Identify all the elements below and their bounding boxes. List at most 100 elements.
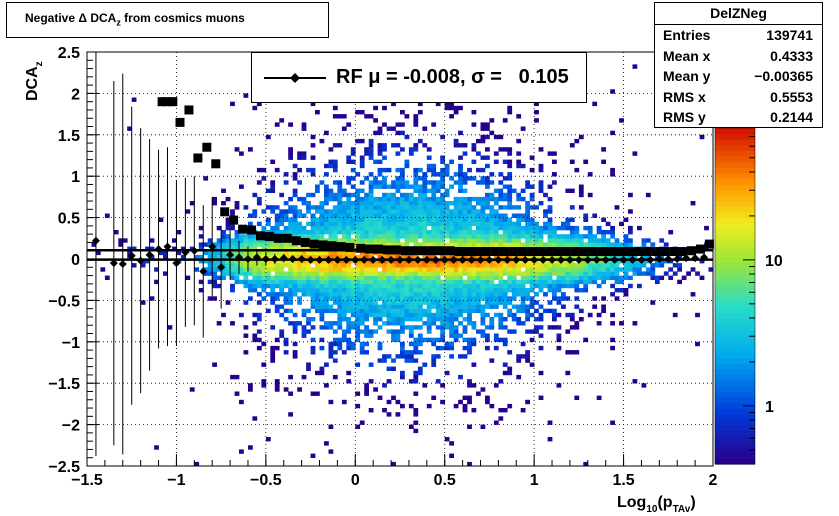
- heat-cell: [596, 267, 602, 272]
- heat-cell: [538, 304, 544, 309]
- heat-cell: [601, 254, 606, 260]
- heat-cell: [440, 155, 445, 160]
- heat-cell: [645, 267, 651, 272]
- heat-cell: [400, 296, 405, 301]
- heat-cell: [306, 288, 311, 293]
- heat-cell: [417, 279, 423, 285]
- heat-cell: [207, 263, 213, 268]
- heat-cell: [502, 263, 508, 268]
- colorbar-swatch: [715, 380, 755, 387]
- heat-cell: [552, 225, 557, 231]
- heat-cell: [332, 114, 338, 119]
- heat-cell: [400, 122, 405, 127]
- heat-cell: [458, 217, 463, 222]
- heat-cell: [449, 288, 454, 293]
- heat-cell: [400, 254, 405, 260]
- heat-cell: [328, 283, 334, 289]
- heat-cell: [324, 308, 329, 314]
- heat-cell: [431, 209, 437, 214]
- heat-cell: [377, 288, 383, 293]
- heat-cell: [248, 263, 253, 268]
- heat-cell: [306, 201, 311, 206]
- heat-cell: [265, 292, 271, 297]
- heat-cell: [695, 312, 700, 318]
- heat-cell: [319, 213, 325, 218]
- heat-cell: [391, 230, 396, 235]
- heat-cell: [529, 242, 535, 247]
- heat-cell: [502, 279, 508, 285]
- heat-cell: [480, 209, 486, 214]
- heat-cell: [654, 279, 660, 285]
- heat-cell: [462, 209, 468, 214]
- heat-cell: [319, 250, 325, 256]
- heat-cell: [288, 296, 293, 301]
- heat-cell: [485, 238, 490, 243]
- heat-cell: [386, 271, 392, 276]
- heat-cell: [525, 312, 530, 318]
- heat-cell: [610, 167, 615, 173]
- heat-cell: [328, 308, 334, 314]
- heat-cell: [476, 292, 481, 297]
- heat-cell: [355, 267, 361, 272]
- heat-cell: [221, 267, 226, 272]
- rf-point: [467, 255, 476, 264]
- heat-cell: [435, 263, 441, 268]
- y-tick-label: 2: [71, 86, 80, 103]
- heat-cell: [440, 242, 445, 247]
- heat-cell: [413, 292, 419, 297]
- heat-cell: [395, 217, 401, 222]
- heat-cell: [525, 225, 530, 231]
- heat-cell: [283, 213, 289, 218]
- heat-cell: [462, 317, 468, 322]
- rf-point: [682, 254, 691, 263]
- heat-cell: [619, 242, 624, 247]
- square-point: [418, 246, 428, 256]
- colorbar-swatch: [715, 318, 755, 325]
- heat-cell: [306, 167, 311, 173]
- heat-cell: [400, 234, 405, 239]
- heat-cell: [453, 143, 459, 148]
- heat-cell: [417, 308, 423, 314]
- heat-cell: [234, 234, 240, 239]
- heat-cell: [328, 250, 334, 256]
- heat-cell: [516, 263, 522, 268]
- heat-cell: [480, 234, 486, 239]
- heat-cell: [480, 238, 486, 243]
- heat-cell: [583, 225, 589, 231]
- heat-cell: [261, 288, 267, 293]
- heat-cell: [386, 308, 392, 314]
- heat-cell: [511, 213, 517, 218]
- heat-cell: [476, 283, 481, 289]
- heat-cell: [547, 420, 553, 425]
- heat-cell: [332, 217, 338, 222]
- heat-cell: [310, 213, 316, 218]
- heat-cell: [471, 288, 477, 293]
- heat-cell: [471, 209, 477, 214]
- heat-cell: [265, 250, 271, 256]
- heat-cell: [525, 213, 530, 218]
- square-point: [579, 247, 589, 257]
- heat-cell: [458, 209, 463, 214]
- heat-cell: [297, 151, 302, 156]
- heat-cell: [529, 300, 535, 305]
- heat-cell: [359, 308, 365, 314]
- heat-cell: [435, 345, 441, 351]
- heat-cell: [507, 176, 513, 181]
- heat-cell: [270, 209, 276, 214]
- heat-cell: [221, 238, 226, 243]
- heat-cell: [377, 126, 383, 131]
- rf-point: [485, 255, 494, 264]
- heat-cell: [368, 209, 374, 214]
- heat-cell: [408, 308, 414, 314]
- heat-cell: [373, 234, 378, 239]
- square-point: [472, 247, 482, 257]
- heat-cell: [529, 221, 535, 227]
- heat-cell: [605, 254, 611, 260]
- heat-cell: [319, 283, 325, 289]
- heat-cell: [413, 217, 419, 222]
- heat-cell: [556, 234, 562, 239]
- colorbar: 110: [714, 127, 783, 465]
- heat-cell: [502, 317, 508, 322]
- heat-cell: [471, 300, 477, 305]
- heat-cell: [471, 122, 477, 127]
